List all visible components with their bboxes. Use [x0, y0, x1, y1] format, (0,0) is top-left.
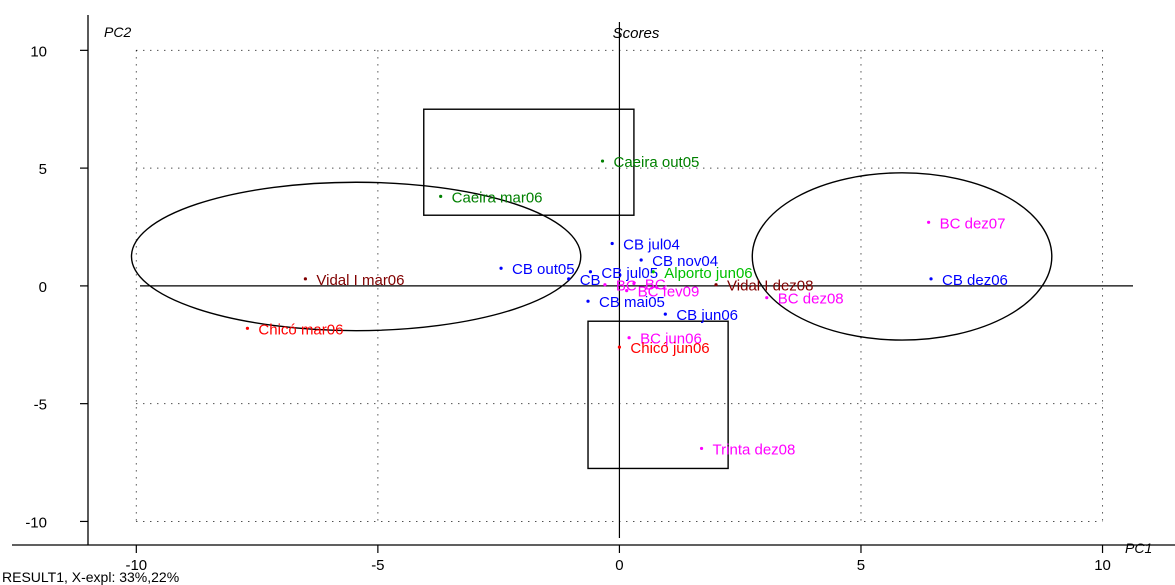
tick-labels: -10 -5 0 5 10 -10 -5 0 5 10: [25, 43, 1111, 574]
score-point: [765, 296, 769, 300]
score-point-label: CB dez06: [942, 272, 1008, 289]
x-tick-label: 10: [1094, 557, 1111, 574]
x-tick-label: 0: [615, 557, 623, 574]
y-tick-label: -5: [34, 397, 47, 414]
score-point: [639, 258, 643, 262]
group-ellipse: [130, 181, 582, 332]
group-outlines: [130, 108, 1053, 470]
group-ellipse: [751, 172, 1053, 341]
score-point: [610, 241, 614, 246]
gridlines: [135, 49, 1104, 522]
score-point-label: BC: [616, 278, 637, 295]
y-tick-label: 0: [39, 279, 47, 296]
score-point: [627, 336, 631, 340]
axes: [12, 15, 1175, 546]
score-point: [929, 277, 933, 281]
data-points: Caeira out05 Caeira mar06 Vidal I mar06 Chi…: [245, 154, 1008, 458]
score-point-label: Vidal I dez08: [727, 278, 813, 295]
score-point: [632, 281, 636, 286]
score-point-label: Alporto jun06: [664, 265, 752, 282]
score-point: [499, 266, 503, 270]
score-point: [600, 159, 605, 163]
x-axis-label: PC1: [1125, 540, 1152, 556]
score-point-label: Caeira out05: [614, 154, 700, 171]
score-point-label: BC jun06: [640, 331, 702, 348]
score-point: [927, 220, 931, 224]
x-tick-label: -5: [371, 557, 384, 574]
score-point-label: BC fev09: [638, 284, 700, 301]
score-point-label: Chicó jun06: [630, 340, 709, 357]
score-point: [245, 326, 250, 330]
y-tick-label: 5: [39, 161, 47, 178]
score-point: [699, 446, 704, 451]
score-point-label: BC dez07: [940, 215, 1006, 232]
score-point-label: BC dez08: [778, 291, 844, 308]
score-point: [625, 289, 629, 293]
score-point-label: CB nov04: [652, 253, 718, 270]
score-point: [439, 194, 443, 198]
group-rectangle: [423, 108, 635, 216]
score-point-label: CB mai05: [599, 294, 665, 311]
score-point-label: CB: [580, 272, 601, 289]
score-point: [603, 283, 607, 287]
score-point: [714, 283, 718, 287]
y-tick-label: -10: [25, 514, 47, 531]
score-point: [303, 277, 307, 281]
score-point-label: Vidal I mar06: [316, 272, 404, 289]
score-point: [663, 312, 667, 316]
score-point-label: Caeira mar06: [452, 189, 543, 206]
footer-caption: RESULT1, X-expl: 33%,22%: [2, 569, 179, 585]
score-point: [586, 299, 590, 303]
score-point: [588, 270, 593, 274]
score-point-label: CB jul04: [623, 236, 680, 253]
y-axis-label: PC2: [104, 24, 131, 40]
score-point-label: CB out05: [512, 261, 575, 278]
x-tick-label: -10: [125, 557, 147, 574]
x-tick-label: 5: [857, 557, 865, 574]
chart-title: Scores: [613, 25, 660, 42]
score-point-label: Chicó mar06: [258, 321, 343, 338]
y-tick-label: 10: [30, 43, 47, 60]
group-rectangle: [587, 320, 729, 470]
score-point-label: CB jul05: [601, 265, 658, 282]
score-point-label: CB jun06: [676, 307, 738, 324]
score-point-label: Trinta dez08: [713, 441, 796, 458]
score-point: [567, 277, 571, 281]
score-point: [651, 270, 655, 274]
score-point: [617, 345, 622, 349]
score-point-label: BC: [645, 277, 666, 294]
